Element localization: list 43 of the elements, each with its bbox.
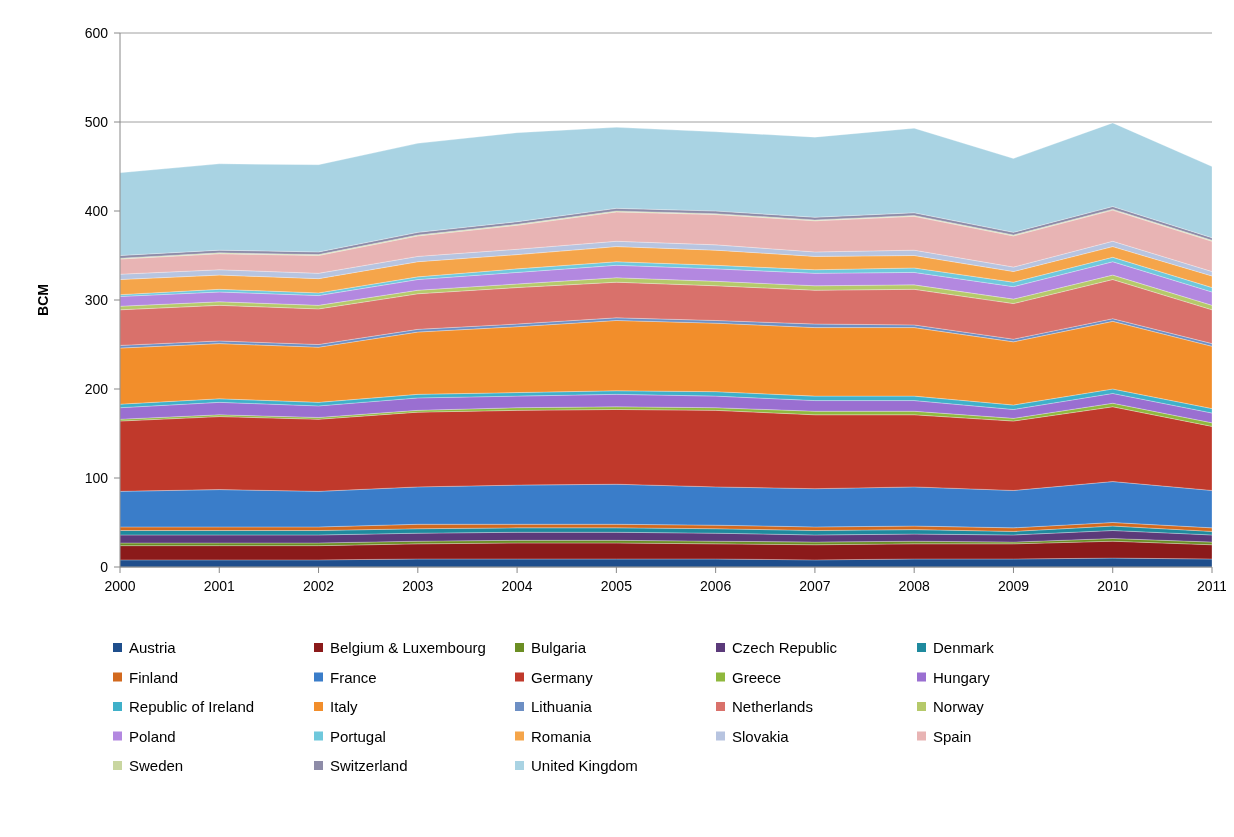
legend-label: United Kingdom: [531, 757, 638, 775]
x-tick-label: 2009: [997, 578, 1030, 594]
legend-label: Denmark: [933, 639, 995, 657]
legend-label: France: [330, 668, 377, 686]
x-tick-label: 2007: [799, 578, 831, 594]
legend-label: Sweden: [129, 757, 184, 775]
legend-label: Republic of Ireland: [129, 698, 255, 716]
legend-label: Portugal: [330, 727, 386, 745]
legend-label: Spain: [933, 727, 972, 745]
y-tick-label: 0: [100, 558, 109, 575]
legend-label: Greece: [732, 668, 782, 686]
legend-label: Norway: [933, 698, 985, 716]
legend-label: Finland: [129, 668, 179, 686]
legend-label: Italy: [330, 698, 359, 716]
x-tick-label: 2002: [302, 578, 335, 594]
legend-label: Germany: [531, 668, 594, 686]
y-tick-label: 500: [84, 113, 109, 130]
x-tick-label: 2006: [700, 578, 732, 594]
legend-label: Romania: [531, 727, 592, 745]
legend-label: Netherlands: [732, 698, 813, 716]
legend-label: Belgium & Luxembourg: [330, 639, 486, 657]
y-tick-label: 600: [84, 24, 109, 41]
x-tick-label: 2004: [501, 578, 533, 594]
legend-label: Poland: [129, 727, 176, 745]
x-tick-label: 2003: [402, 578, 434, 594]
legend-label: Switzerland: [330, 757, 408, 775]
y-tick-label: 400: [84, 202, 109, 219]
legend-label: Hungary: [933, 668, 991, 686]
x-tick-label: 2011: [1196, 578, 1228, 594]
legend-label: Slovakia: [732, 727, 790, 745]
x-tick-label: 2008: [898, 578, 930, 594]
legend-label: Bulgaria: [531, 639, 587, 657]
y-tick-label: 200: [84, 380, 109, 397]
legend-label: Austria: [129, 639, 177, 657]
legend-label: Lithuania: [531, 698, 593, 716]
legend-label: Czech Republic: [732, 639, 838, 657]
x-tick-label: 2001: [203, 578, 236, 594]
x-tick-label: 2005: [600, 578, 633, 594]
y-tick-label: 100: [84, 469, 109, 486]
y-tick-label: 300: [84, 291, 109, 308]
x-tick-label: 2000: [104, 578, 136, 594]
x-tick-label: 2010: [1097, 578, 1129, 594]
y-axis-title: BCM: [35, 284, 51, 316]
